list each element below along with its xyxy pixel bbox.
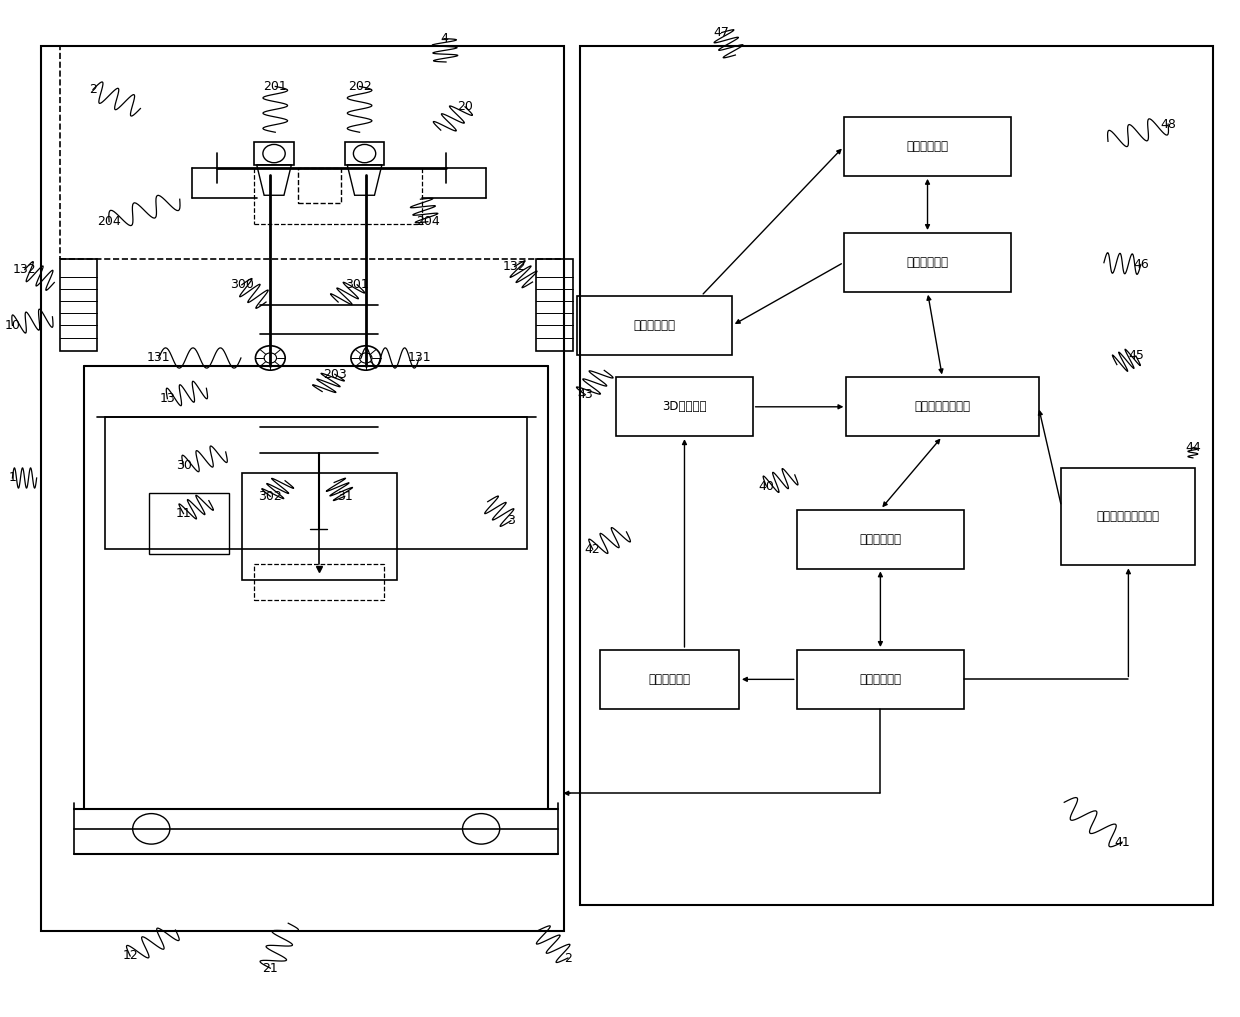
Text: 45: 45 <box>1128 350 1143 362</box>
Text: 42: 42 <box>585 543 600 555</box>
Text: 46: 46 <box>1133 258 1148 271</box>
Bar <box>1061 468 1195 565</box>
Text: 信号收发单元: 信号收发单元 <box>859 673 901 685</box>
Text: 201: 201 <box>263 80 288 93</box>
Text: 30: 30 <box>176 460 191 472</box>
Text: 3D合成单元: 3D合成单元 <box>662 401 707 413</box>
Bar <box>254 142 294 165</box>
Text: 41: 41 <box>1115 836 1130 848</box>
Text: 分析评估单元: 分析评估单元 <box>906 140 949 153</box>
Bar <box>149 493 229 554</box>
Text: 10: 10 <box>5 319 20 332</box>
Text: 43: 43 <box>578 388 593 401</box>
Bar <box>843 233 1011 292</box>
Text: 204: 204 <box>415 216 440 228</box>
Bar <box>41 46 564 931</box>
Bar <box>843 117 1011 176</box>
Text: 40: 40 <box>759 480 774 492</box>
Text: 定位显示单元: 定位显示单元 <box>906 256 949 268</box>
Text: 数据检测处理单元: 数据检测处理单元 <box>914 401 971 413</box>
Text: 3: 3 <box>507 515 515 527</box>
Bar <box>600 650 739 709</box>
Text: 1: 1 <box>9 472 16 484</box>
Bar <box>580 46 1213 905</box>
Text: 21: 21 <box>263 962 278 974</box>
Text: 31: 31 <box>337 490 352 502</box>
Bar <box>616 377 753 436</box>
Text: 47: 47 <box>714 26 729 39</box>
Text: 12: 12 <box>123 950 138 962</box>
Bar <box>242 473 397 580</box>
Text: 48: 48 <box>1161 118 1176 130</box>
Text: 300: 300 <box>229 279 254 291</box>
Bar <box>846 377 1039 436</box>
Text: 电磁波信号处理单元: 电磁波信号处理单元 <box>1097 511 1159 523</box>
Text: 13: 13 <box>160 393 175 405</box>
Text: 2: 2 <box>564 952 572 964</box>
Bar <box>298 168 341 203</box>
Bar <box>536 259 573 351</box>
Bar <box>254 564 384 600</box>
Bar <box>60 259 97 351</box>
Text: 132: 132 <box>502 260 527 273</box>
Text: 44: 44 <box>1185 441 1200 454</box>
Text: 统计存储单元: 统计存储单元 <box>634 319 676 332</box>
Text: 204: 204 <box>97 216 122 228</box>
Text: 301: 301 <box>345 279 370 291</box>
Text: 图像处理单元: 图像处理单元 <box>649 673 691 685</box>
Text: 202: 202 <box>347 80 372 93</box>
Text: 131: 131 <box>407 352 432 364</box>
Bar <box>796 510 965 569</box>
Text: 20: 20 <box>458 101 472 113</box>
Text: 203: 203 <box>322 368 347 380</box>
Bar <box>796 650 965 709</box>
Bar <box>345 142 384 165</box>
Bar <box>578 296 732 355</box>
Text: 中央控制单元: 中央控制单元 <box>859 533 901 545</box>
Text: 2: 2 <box>89 83 97 96</box>
Text: 11: 11 <box>176 507 191 520</box>
Text: 302: 302 <box>258 490 283 502</box>
Text: 4: 4 <box>440 33 448 45</box>
Bar <box>60 46 564 259</box>
Bar <box>105 417 527 549</box>
Text: 132: 132 <box>12 263 37 276</box>
Text: 131: 131 <box>146 352 171 364</box>
